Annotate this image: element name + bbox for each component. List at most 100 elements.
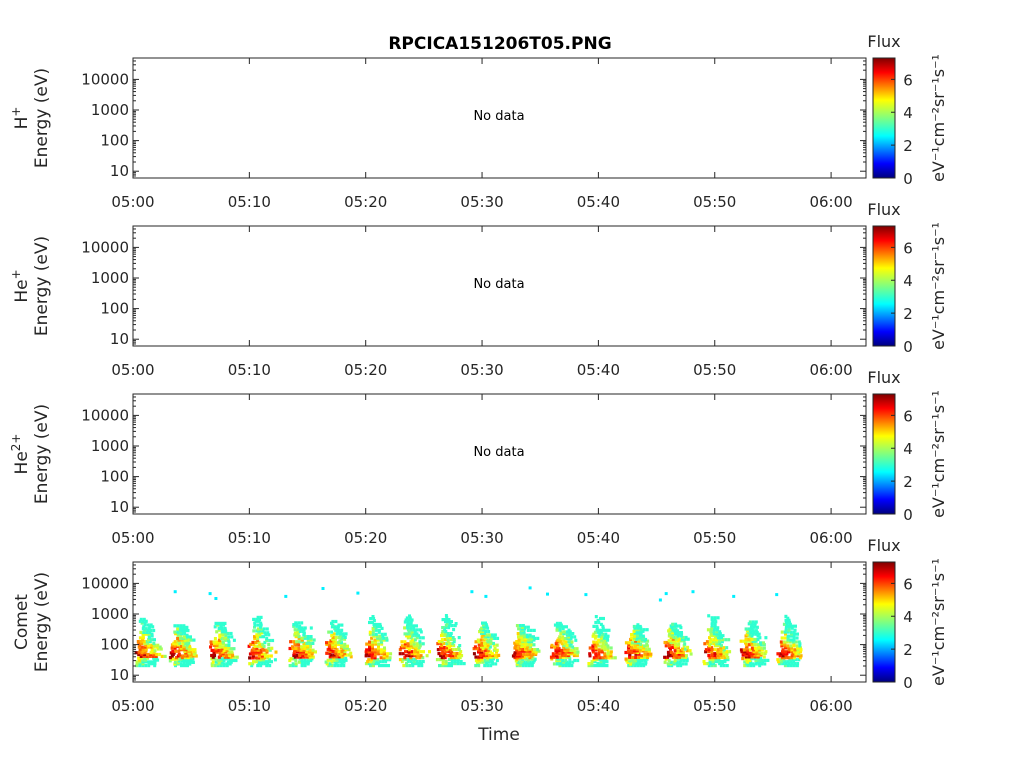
flux-cell [224, 650, 228, 654]
flux-cell [792, 634, 796, 638]
flux-cell [715, 630, 719, 634]
flux-cell [412, 644, 416, 648]
flux-cell [597, 638, 601, 642]
flux-cell [554, 653, 558, 658]
flux-cell [421, 656, 425, 660]
flux-cell [143, 628, 147, 633]
flux-cell [568, 643, 572, 647]
flux-cell [724, 638, 728, 642]
flux-cell [483, 655, 487, 659]
flux-cell [138, 643, 142, 647]
flux-cell [456, 660, 460, 664]
flux-cell [228, 662, 232, 666]
flux-cell [144, 627, 148, 631]
flux-cell [689, 652, 693, 656]
flux-cell [590, 662, 594, 666]
flux-cell [669, 624, 673, 628]
y-axis-label: He+ Energy (eV) [9, 236, 52, 336]
flux-cell [302, 628, 306, 632]
flux-cell [636, 641, 640, 645]
flux-cell [250, 648, 254, 652]
flux-cell [799, 654, 803, 658]
flux-cell [790, 632, 793, 636]
flux-cell [751, 632, 755, 636]
flux-cell [379, 636, 383, 640]
flux-cell [410, 652, 414, 656]
flux-cell [726, 658, 730, 662]
flux-cell [325, 651, 329, 655]
flux-cell [216, 648, 220, 652]
flux-cell [486, 664, 490, 668]
flux-cell [144, 658, 148, 662]
flux-cell [776, 652, 780, 656]
flux-cell [710, 648, 714, 652]
flux-cell [676, 664, 680, 668]
flux-cell [458, 656, 462, 660]
y-axis-species: Comet [12, 594, 32, 650]
flux-cell [678, 660, 682, 664]
flux-cell [675, 660, 679, 664]
flux-cell [679, 664, 683, 668]
flux-cell [561, 650, 565, 654]
flux-cell [187, 641, 191, 645]
flux-cell [639, 657, 643, 661]
flux-cell [173, 630, 177, 634]
flux-cell [226, 660, 230, 664]
flux-cell [567, 655, 571, 659]
flux-cell [368, 630, 372, 634]
flux-point [321, 587, 325, 590]
flux-cell [307, 652, 311, 656]
flux-cell [230, 650, 234, 654]
flux-cell [409, 632, 413, 636]
flux-cell [302, 633, 306, 637]
flux-cell [184, 641, 188, 645]
flux-cell [481, 652, 485, 656]
flux-cell [755, 650, 759, 654]
flux-cell [149, 628, 153, 633]
flux-cell [134, 651, 138, 655]
flux-cell [760, 658, 764, 662]
flux-cell [709, 642, 713, 646]
flux-cell [600, 634, 604, 638]
flux-cell [266, 656, 270, 660]
flux-cell [412, 632, 416, 636]
flux-cell [135, 660, 139, 664]
flux-cell [529, 628, 533, 632]
flux-cell [218, 635, 222, 639]
flux-cell [708, 656, 712, 660]
flux-cell [599, 664, 603, 668]
flux-cell [304, 653, 308, 657]
colorbar-tick-label: 6 [903, 407, 913, 425]
flux-cell [667, 639, 671, 643]
flux-cell [474, 640, 478, 644]
flux-cell [414, 634, 418, 638]
flux-cell [300, 662, 304, 666]
flux-cell [296, 641, 300, 645]
flux-cell [457, 636, 461, 640]
flux-point [208, 592, 212, 596]
flux-cell [481, 660, 485, 664]
flux-cell [601, 628, 605, 632]
flux-cell [213, 657, 217, 661]
flux-cell [251, 652, 255, 656]
flux-cell [709, 632, 713, 636]
flux-cell [251, 654, 255, 658]
flux-cell [224, 633, 228, 637]
flux-cell [483, 648, 487, 652]
flux-cell [494, 662, 498, 666]
flux-cell [306, 646, 310, 651]
flux-cell [405, 664, 409, 668]
flux-cell [438, 658, 442, 662]
flux-cell [344, 653, 348, 657]
flux-cell [638, 660, 642, 664]
flux-cell [482, 624, 486, 629]
flux-cell [153, 658, 157, 662]
flux-cell [365, 652, 369, 656]
flux-cell [234, 658, 238, 663]
flux-cell [596, 618, 600, 623]
flux-cell [146, 652, 150, 657]
flux-cell [477, 657, 480, 661]
flux-cell [331, 641, 334, 645]
flux-cell [436, 642, 440, 646]
